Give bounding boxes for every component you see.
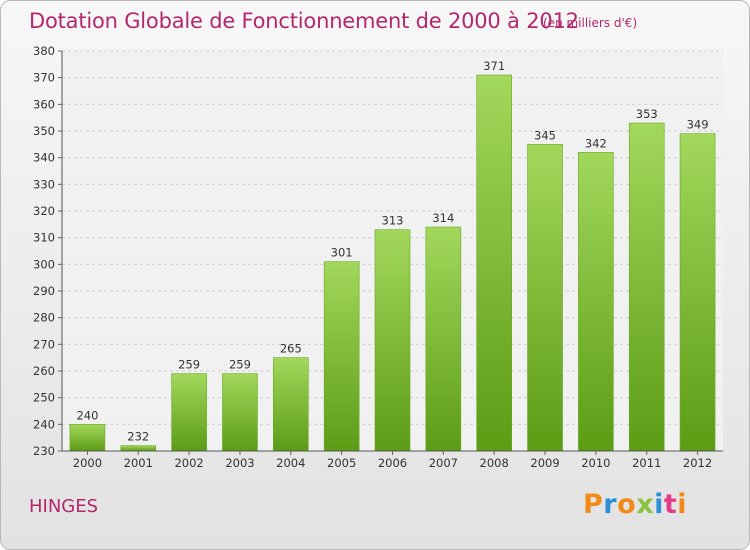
bar-value-label: 371 — [483, 59, 505, 73]
bar-2006 — [374, 229, 411, 452]
x-tick-label: 2004 — [276, 456, 305, 470]
y-tick-label: 320 — [33, 204, 55, 218]
logo-letter: i — [654, 489, 664, 520]
bar-2002 — [171, 373, 207, 452]
y-tick-label: 370 — [33, 71, 55, 85]
x-tick-label: 2002 — [174, 456, 203, 470]
logo-letter: t — [663, 489, 678, 520]
logo-letter: P — [583, 489, 604, 520]
chart-subtitle: (en milliers d'€) — [543, 16, 638, 30]
x-tick-label: 2011 — [632, 456, 661, 470]
x-tick-label: 2001 — [124, 456, 153, 470]
bar-2000 — [69, 424, 106, 452]
commune-name: HINGES — [29, 496, 99, 517]
bar-value-label: 313 — [382, 214, 404, 228]
y-tick-label: 380 — [33, 44, 55, 58]
bar-2005 — [323, 261, 360, 452]
bar-2004 — [273, 357, 309, 452]
x-tick-label: 2010 — [581, 456, 610, 470]
y-tick-label: 260 — [33, 364, 55, 378]
bar-value-label: 349 — [687, 118, 709, 132]
bar-2007 — [425, 226, 462, 452]
y-tick-label: 280 — [33, 311, 55, 325]
bar-2001 — [120, 445, 157, 452]
y-tick-label: 340 — [33, 151, 55, 165]
y-tick-label: 250 — [33, 391, 55, 405]
bar-value-label: 232 — [127, 430, 149, 444]
bar-2011 — [628, 122, 665, 452]
logo-letter: i — [677, 489, 688, 520]
x-tick-label: 2009 — [530, 456, 559, 470]
bar-2003 — [222, 373, 258, 452]
bar-value-label: 353 — [636, 107, 658, 121]
y-tick-label: 300 — [33, 257, 55, 271]
x-tick-label: 2008 — [480, 456, 509, 470]
proxiti-logo[interactable]: Proxiti — [583, 489, 687, 520]
logo-letter: x — [636, 489, 655, 520]
bar-2009 — [527, 144, 563, 452]
y-tick-label: 270 — [33, 337, 55, 351]
x-tick-label: 2000 — [73, 456, 102, 470]
axes: 230 240 250 260 270 280 290 300 310 320 330 340 350 3… — [33, 44, 723, 470]
bar-value-label: 259 — [178, 358, 200, 372]
logo-letter: r — [603, 489, 618, 520]
y-tick-label: 230 — [33, 444, 55, 458]
bar-2012 — [679, 133, 716, 452]
y-tick-label: 290 — [33, 284, 55, 298]
bar-2010 — [578, 152, 614, 452]
y-tick-label: 330 — [33, 177, 55, 191]
bars: 240 232 259 259 265 301 313 314 371 345 342 353 349 — [69, 59, 716, 452]
bar-value-label: 301 — [331, 246, 353, 260]
bar-value-label: 342 — [585, 136, 607, 150]
bar-2008 — [476, 74, 512, 452]
bar-value-label: 314 — [432, 211, 454, 225]
bar-value-label: 259 — [229, 358, 251, 372]
x-tick-label: 2005 — [327, 456, 356, 470]
logo-letter: o — [617, 489, 637, 520]
x-tick-label: 2003 — [225, 456, 254, 470]
y-tick-label: 310 — [33, 231, 55, 245]
y-tick-label: 360 — [33, 97, 55, 111]
x-tick-label: 2006 — [378, 456, 407, 470]
x-tick-label: 2012 — [683, 456, 712, 470]
bar-value-label: 345 — [534, 128, 556, 142]
x-tick-label: 2007 — [429, 456, 458, 470]
y-tick-label: 240 — [33, 417, 55, 431]
bar-value-label: 240 — [76, 408, 98, 422]
chart-title: Dotation Globale de Fonctionnement de 20… — [29, 9, 579, 33]
y-tick-label: 350 — [33, 124, 55, 138]
bar-value-label: 265 — [280, 342, 302, 356]
